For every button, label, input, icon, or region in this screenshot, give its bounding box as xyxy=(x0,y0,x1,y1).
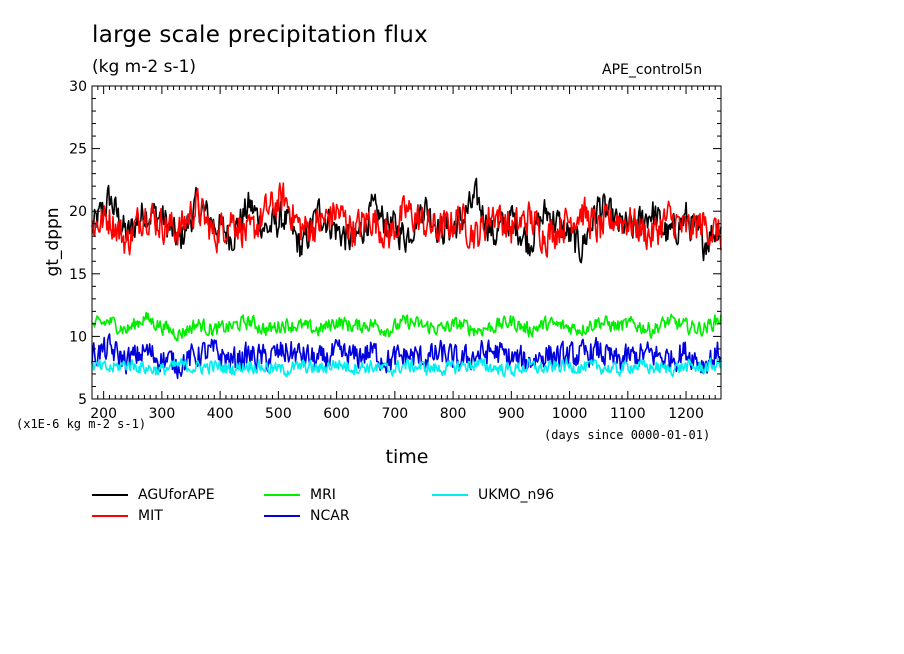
chart-title: large scale precipitation flux xyxy=(92,22,429,48)
series-line-ukmo_n96 xyxy=(91,357,722,378)
legend-label: AGUforAPE xyxy=(138,487,215,503)
legend-swatch xyxy=(92,494,128,496)
x-tick-label: 700 xyxy=(381,406,408,422)
legend-item: AGUforAPE xyxy=(92,487,215,503)
series-line-mit xyxy=(91,182,722,258)
legend-label: UKMO_n96 xyxy=(478,487,555,503)
x-tick-label: 300 xyxy=(149,406,176,422)
legend-swatch xyxy=(432,494,468,496)
x-tick-label: 1100 xyxy=(610,406,646,422)
legend-label: MIT xyxy=(138,508,163,524)
x-tick-label: 600 xyxy=(323,406,350,422)
y-unit-note: (x1E-6 kg m-2 s-1) xyxy=(16,417,146,431)
legend-item: NCAR xyxy=(264,508,350,524)
series-line-mri xyxy=(91,311,722,342)
x-tick-label: 900 xyxy=(498,406,525,422)
legend-item: MIT xyxy=(92,508,163,524)
y-tick-label: 15 xyxy=(69,267,87,283)
legend-swatch xyxy=(264,494,300,496)
legend-item: UKMO_n96 xyxy=(432,487,554,503)
y-axis-label: gt_dppn xyxy=(43,207,63,276)
y-tick-label: 30 xyxy=(69,79,87,95)
run-label: APE_control5n xyxy=(602,62,703,78)
y-tick-label: 25 xyxy=(69,142,87,158)
chart-units: (kg m-2 s-1) xyxy=(92,57,197,77)
y-tick-label: 10 xyxy=(69,329,87,345)
x-tick-label: 1200 xyxy=(668,406,704,422)
legend-swatch xyxy=(264,515,300,517)
y-tick-label: 5 xyxy=(78,392,87,408)
series-layer xyxy=(91,177,722,380)
legend-item: MRI xyxy=(264,487,336,503)
x-tick-label: 500 xyxy=(265,406,292,422)
x-tick-label: 800 xyxy=(440,406,467,422)
y-tick-label: 20 xyxy=(69,204,87,220)
legend-swatch xyxy=(92,515,128,517)
series-line-ncar xyxy=(91,333,722,380)
legend-label: MRI xyxy=(310,487,336,503)
x-tick-label: 400 xyxy=(207,406,234,422)
x-axis-label: time xyxy=(386,446,429,468)
x-tick-label: 1000 xyxy=(552,406,588,422)
x-tick-label: 200 xyxy=(90,406,117,422)
axis-layer: 200 300 400 500 600 700 800 900 1000 1100 1200 5 10 1… xyxy=(69,79,722,422)
x-unit-note: (days since 0000-01-01) xyxy=(544,428,710,442)
legend-label: NCAR xyxy=(310,508,350,524)
